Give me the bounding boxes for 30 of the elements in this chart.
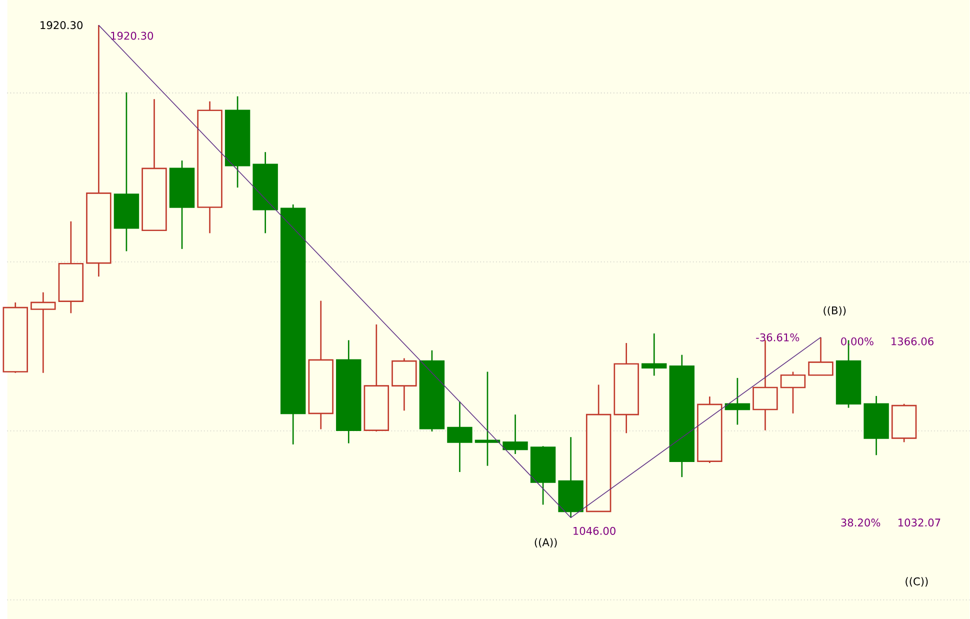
candlestick xyxy=(30,292,56,374)
candlestick xyxy=(752,340,778,431)
annotation: 1920.30 xyxy=(40,21,83,30)
candlestick xyxy=(724,377,750,426)
annotation: 0.00% xyxy=(841,337,874,346)
candlestick xyxy=(308,300,334,430)
candlestick xyxy=(614,342,639,434)
annotation: 1366.06 xyxy=(892,337,934,346)
candlestick xyxy=(474,371,500,466)
candlestick xyxy=(669,354,694,478)
annotation: 1046.00 xyxy=(574,526,616,535)
candlestick xyxy=(252,151,278,234)
candlestick xyxy=(114,92,140,252)
candlestick xyxy=(224,96,250,188)
annotation: ((C)) xyxy=(906,577,928,587)
annotation: -36.61% xyxy=(756,333,800,342)
candlestick xyxy=(502,414,528,455)
candlestick xyxy=(447,400,472,473)
annotation: ((A)) xyxy=(534,538,557,548)
annotation: 38.20% xyxy=(841,518,880,527)
candlestick xyxy=(197,100,222,234)
candlestick xyxy=(58,220,84,314)
candlestick xyxy=(336,340,362,444)
annotation: 1920.30 xyxy=(111,32,154,40)
candlestick xyxy=(642,332,667,376)
candlestick xyxy=(864,395,889,456)
annotation: 1032.07 xyxy=(898,518,940,527)
candlestick xyxy=(86,24,112,278)
candlestick xyxy=(392,358,417,412)
annotation: ((B)) xyxy=(824,306,846,316)
